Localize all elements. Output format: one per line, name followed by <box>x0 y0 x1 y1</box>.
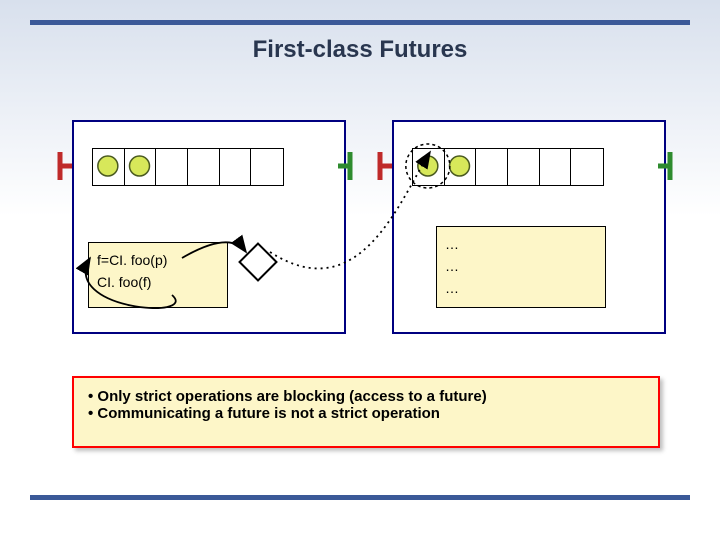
queue-cell <box>476 149 508 185</box>
queue-cell <box>251 149 283 185</box>
callout-box: • Only strict operations are blocking (a… <box>72 376 660 448</box>
callout-line: • Communicating a future is not a strict… <box>88 405 644 422</box>
code-line: f=CI. foo(p) <box>97 249 219 271</box>
left-queue <box>92 148 284 186</box>
bracket-red <box>60 152 72 180</box>
top-rule <box>30 20 690 25</box>
bottom-rule <box>30 495 690 500</box>
code-line: … <box>445 255 597 277</box>
right-queue <box>412 148 604 186</box>
page-title: First-class Futures <box>0 36 720 64</box>
queue-cell <box>93 149 125 185</box>
queue-cell <box>156 149 188 185</box>
code-line: … <box>445 233 597 255</box>
queue-cell <box>445 149 477 185</box>
code-line: … <box>445 277 597 299</box>
right-code-box: ……… <box>436 226 606 308</box>
code-line: CI. foo(f) <box>97 271 219 293</box>
queue-cell <box>571 149 603 185</box>
bracket-red <box>380 152 392 180</box>
queue-cell <box>188 149 220 185</box>
callout-line: • Only strict operations are blocking (a… <box>88 388 644 405</box>
left-code-box: f=CI. foo(p)CI. foo(f) <box>88 242 228 308</box>
queue-cell <box>540 149 572 185</box>
queue-cell <box>125 149 157 185</box>
queue-cell <box>413 149 445 185</box>
queue-cell <box>508 149 540 185</box>
queue-cell <box>220 149 252 185</box>
title-text: First-class Futures <box>253 36 468 63</box>
